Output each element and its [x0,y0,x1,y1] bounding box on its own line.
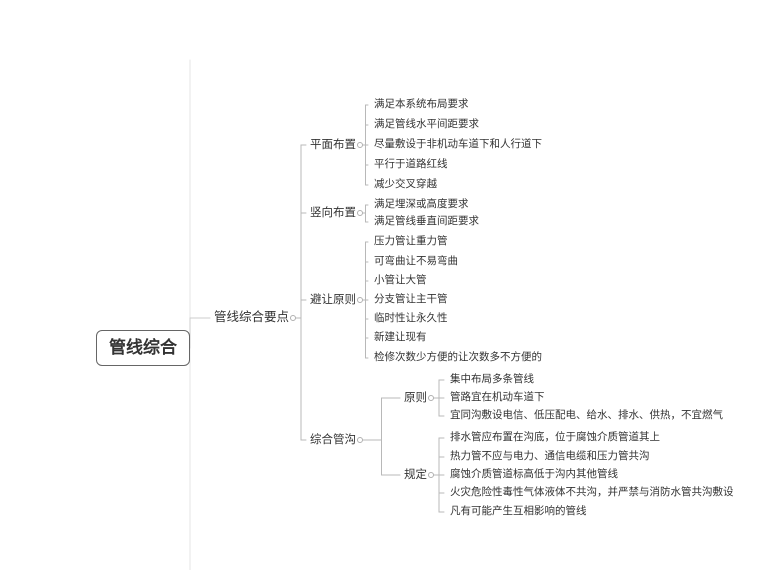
leaf-node: 满足管线垂直间距要求 [374,216,479,228]
leaf-node: 小管让大管 [374,275,427,287]
level2-node: 避让原则 [310,294,356,307]
leaf-node: 集中布局多条管线 [450,374,534,386]
leaf-node: 减少交叉穿越 [374,179,437,191]
leaf-node: 满足管线水平间距要求 [374,119,479,131]
leaf-node: 临时性让永久性 [374,313,448,325]
leaf-node: 压力管让重力管 [374,236,448,248]
level3-node: 原则 [404,392,427,405]
connector-dot [290,315,296,321]
leaf-node: 新建让现有 [374,332,427,344]
root-node: 管线综合 [96,330,190,367]
level2-node: 综合管沟 [310,434,356,447]
connector-dot [357,297,363,303]
connector-dot [357,437,363,443]
level1-node: 管线综合要点 [214,311,289,325]
leaf-node: 管路宜在机动车道下 [450,392,545,404]
connector-dot [428,395,434,401]
leaf-node: 宜同沟敷设电信、低压配电、给水、排水、供热，不宜燃气 [450,410,723,422]
leaf-node: 尽量敷设于非机动车道下和人行道下 [374,139,542,151]
mindmap-stage: 管线综合 管线综合要点 平面布置竖向布置避让原则综合管沟 满足本系统布局要求满足管线水… [0,0,760,570]
leaf-node: 凡有可能产生互相影响的管线 [450,506,587,518]
leaf-node: 热力管不应与电力、通信电缆和压力管共沟 [450,451,650,463]
leaf-node: 满足埋深或高度要求 [374,199,469,211]
leaf-node: 火灾危险性毒性气体液体不共沟，并严禁与消防水管共沟敷设 [450,487,734,499]
leaf-node: 可弯曲让不易弯曲 [374,256,458,268]
connector-dot [357,210,363,216]
leaf-node: 平行于道路红线 [374,159,448,171]
leaf-node: 满足本系统布局要求 [374,99,469,111]
connector-dot [428,472,434,478]
leaf-node: 检修次数少方便的让次数多不方便的 [374,352,542,364]
leaf-node: 分支管让主干管 [374,294,448,306]
connector-dot [357,142,363,148]
leaf-node: 腐蚀介质管道标高低于沟内其他管线 [450,469,618,481]
level3-node: 规定 [404,469,427,482]
level2-node: 竖向布置 [310,207,356,220]
leaf-node: 排水管应布置在沟底，位于腐蚀介质管道其上 [450,432,660,444]
level2-node: 平面布置 [310,139,356,152]
